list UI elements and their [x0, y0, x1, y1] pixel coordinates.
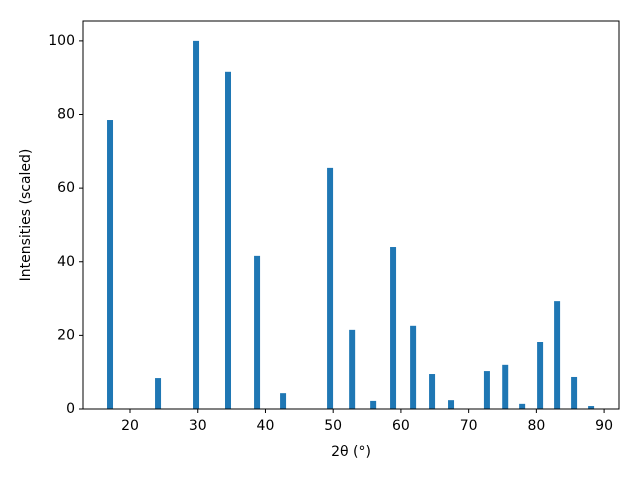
bar [483, 371, 490, 409]
bar [349, 329, 356, 409]
x-tick-label: 30 [189, 418, 207, 434]
bar [327, 167, 334, 409]
x-tick-label: 80 [527, 418, 545, 434]
bar [107, 120, 114, 410]
x-tick-label: 40 [257, 418, 275, 434]
bar [519, 403, 526, 409]
x-tick-label: 90 [595, 418, 613, 434]
y-tick-label: 100 [48, 33, 75, 49]
y-tick-label: 40 [57, 254, 75, 270]
y-tick-label: 20 [57, 327, 75, 343]
y-tick-label: 60 [57, 180, 75, 196]
bar [370, 400, 377, 409]
bar [225, 71, 232, 410]
bar [193, 40, 200, 409]
bar [571, 376, 578, 409]
bar [537, 342, 544, 409]
bar [554, 301, 561, 409]
y-tick-label: 80 [57, 107, 75, 123]
x-tick-label: 20 [121, 418, 139, 434]
bar [588, 406, 595, 409]
bar [410, 325, 417, 409]
bar [429, 374, 436, 409]
y-axis-label: Intensities (scaled) [18, 149, 34, 282]
bar [280, 393, 287, 409]
bar [390, 247, 397, 409]
x-tick-label: 60 [392, 418, 410, 434]
x-axis-label: 2θ (°) [331, 444, 371, 460]
bar [155, 378, 162, 409]
bar [448, 400, 455, 409]
bar [254, 255, 261, 409]
plot-frame [82, 20, 620, 410]
y-tick-label: 0 [66, 401, 75, 417]
x-tick-label: 50 [324, 418, 342, 434]
bar [502, 364, 509, 409]
x-tick-label: 70 [460, 418, 478, 434]
